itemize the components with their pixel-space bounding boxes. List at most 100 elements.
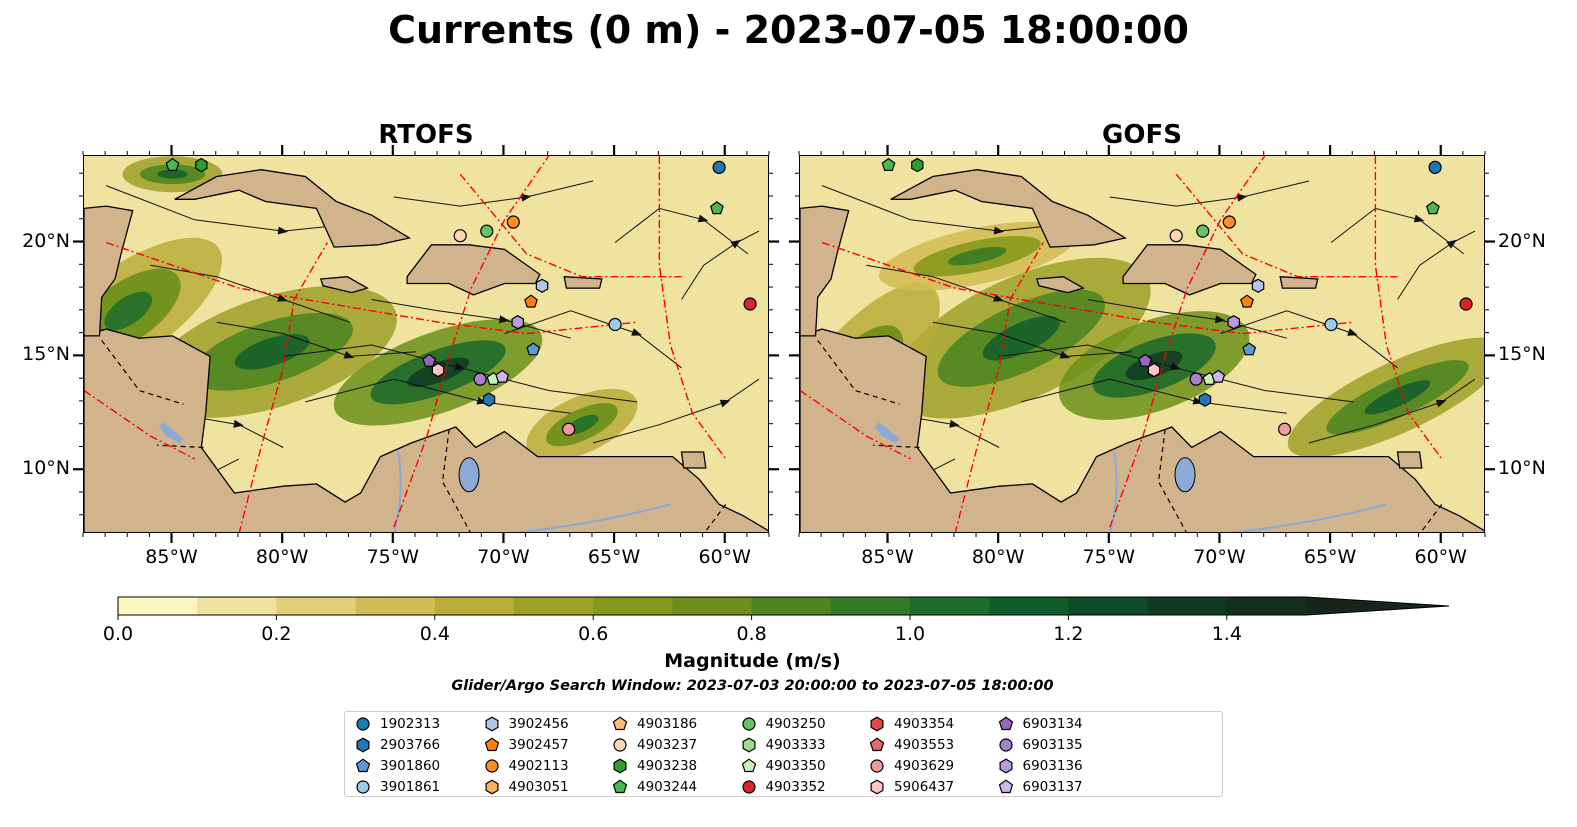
legend-item: 4903354 (869, 714, 954, 734)
float-marker-6903136 (1227, 315, 1240, 330)
legend-item: 4903250 (741, 714, 826, 734)
land-mass (406, 244, 541, 296)
legend-label: 6903135 (1022, 737, 1083, 753)
eez-boundary (1175, 173, 1398, 278)
land-mass (1122, 244, 1257, 296)
current-streamline (305, 378, 571, 414)
legend-label: 5906437 (894, 779, 955, 795)
lake-nicaragua (159, 422, 184, 444)
lat-tick-label: 15°N (22, 343, 70, 366)
colorbar-segment (1147, 597, 1228, 615)
map-panel-gofs[interactable] (799, 155, 1485, 533)
land-mass (1035, 276, 1085, 294)
eez-boundary (393, 156, 550, 528)
colorbar-extend-arrow (1306, 597, 1449, 615)
legend-label: 4903238 (637, 758, 698, 774)
colorbar-tick-label: 1.0 (894, 623, 926, 645)
legend-label: 6903134 (1022, 716, 1083, 732)
colorbar-tick-label: 0.0 (102, 623, 134, 645)
colorbar-segment (910, 597, 990, 615)
float-marker-4903352 (1459, 297, 1473, 311)
lon-tick-label: 60°W (698, 546, 751, 568)
current-streamline (216, 321, 416, 357)
float-marker-1902313 (712, 160, 726, 174)
panel-title-gofs: GOFS (1102, 120, 1182, 150)
country-border (817, 340, 900, 405)
float-legend: 1902313 2903766 3901860 3901861 3902456 39024… (344, 711, 1223, 797)
float-marker-4903237 (453, 229, 467, 243)
legend-label: 3902457 (508, 737, 569, 753)
country-border (704, 504, 727, 532)
legend-item: 4903244 (612, 777, 697, 797)
hexagon-marker-icon (999, 758, 1012, 774)
country-border (101, 340, 184, 405)
lon-tick-label: 85°W (145, 546, 198, 568)
float-marker-6903137 (1211, 369, 1226, 383)
lat-tick-label: 10°N (1498, 457, 1546, 480)
circle-marker-icon (998, 738, 1013, 752)
streamline-arrow (1347, 328, 1358, 336)
land-mass (1396, 451, 1423, 469)
legend-label: 4903244 (637, 779, 698, 795)
legend-label: 4903333 (765, 737, 826, 753)
river (393, 451, 402, 532)
pentagon-marker-icon (484, 737, 499, 752)
circle-marker-icon (484, 759, 499, 773)
current-streamline (504, 310, 682, 369)
eez-boundary (800, 389, 911, 460)
float-marker-4903238 (911, 157, 924, 173)
legend-item: 6903137 (998, 777, 1083, 797)
colorbar-segment (514, 597, 594, 615)
country-border (441, 429, 471, 532)
map-panel-rtofs[interactable] (83, 155, 769, 533)
streamline-arrow (343, 350, 355, 359)
float-marker-4903244 (165, 157, 180, 171)
country-border (1157, 429, 1187, 532)
float-marker-3901861 (608, 317, 622, 332)
legend-item: 4903553 (869, 735, 954, 755)
colorbar-tick-label: 0.6 (578, 623, 609, 645)
float-marker-4903237 (1169, 229, 1183, 243)
colorbar (117, 596, 1450, 620)
eez-boundary (459, 173, 682, 278)
lake-maracaibo (1174, 457, 1196, 493)
streamline-arrow (1170, 362, 1182, 371)
hexagon-marker-icon (870, 779, 884, 795)
eez-boundary (954, 242, 1045, 532)
legend-label: 4903250 (765, 716, 826, 732)
lon-tick-label: 80°W (971, 546, 1025, 568)
colorbar-segment (355, 597, 436, 615)
legend-item: 4903333 (741, 735, 826, 755)
map-axes (73, 145, 1495, 543)
current-streamline (932, 321, 1132, 357)
streamline-arrow (454, 362, 466, 371)
pentagon-marker-icon (355, 758, 371, 773)
current-streamline (393, 180, 594, 207)
colorbar-segment (593, 597, 673, 615)
float-marker-3901860 (1242, 342, 1257, 356)
streamline-arrow (277, 226, 289, 235)
pentagon-marker-icon (998, 779, 1013, 794)
legend-label: 4903186 (637, 716, 698, 732)
land-mass (84, 328, 768, 532)
river (513, 503, 671, 532)
colorbar-segment (1226, 597, 1307, 615)
panel-title-rtofs: RTOFS (378, 120, 474, 150)
streamline-arrow (697, 214, 709, 223)
current-streamline (1109, 180, 1310, 207)
legend-item: 4903350 (741, 756, 826, 776)
streamline-arrow (1435, 399, 1447, 408)
current-streamline (1087, 299, 1287, 339)
float-marker-6903134 (422, 353, 437, 367)
legend-item: 4903051 (484, 777, 569, 797)
streamline-arrow (949, 419, 960, 428)
lon-tick-label: 75°W (366, 546, 420, 568)
pentagon-marker-icon (612, 716, 628, 731)
colorbar-segment (751, 597, 832, 615)
float-marker-4903250 (1196, 224, 1210, 238)
current-streamline (105, 185, 350, 232)
lat-tick-label: 15°N (1498, 343, 1546, 366)
legend-label: 4903352 (765, 779, 826, 795)
float-marker-4903352 (743, 297, 757, 311)
lat-tick-label: 20°N (22, 229, 70, 252)
